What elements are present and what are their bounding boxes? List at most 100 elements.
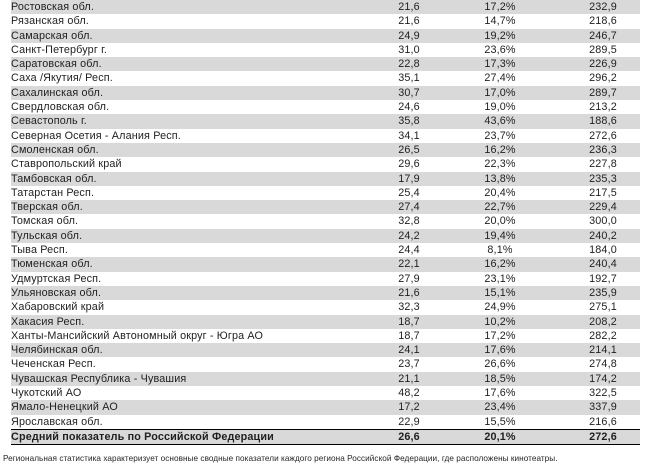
table-row: Санкт-Петербург г. 31,0 23,6% 289,5 [11,42,640,58]
value-cell: 289,7 [589,86,617,99]
value-cell: 192,7 [589,272,617,285]
value-cell: 48,2 [398,387,420,400]
table-row: Самарская обл. 24,9 19,2% 246,7 [11,28,640,43]
value-cell: 15,1% [484,286,516,299]
value-cell: 27,4 [398,201,420,214]
value-cell: 21,1 [398,372,420,385]
value-cell: 21,6 [398,15,420,28]
value-cell: 232,9 [589,1,617,13]
region-name-cell: Санкт-Петербург г. [11,43,107,56]
regions-table-body: Ростовская обл. 21,6 17,2% 232,9 Рязанская о… [11,0,640,430]
value-cell: 24,2 [398,229,420,242]
value-cell: 240,2 [589,229,617,242]
value-cell: 22,3% [484,158,516,171]
value-cell: 20,0% [484,215,516,228]
table-row: Смоленская обл. 26,5 16,2% 236,3 [11,142,640,158]
region-name-cell: Ростовская обл. [11,1,95,13]
value-cell: 218,6 [589,15,617,28]
value-cell: 17,0% [484,86,516,99]
table-row: Саха /Якутия/ Респ. 35,1 27,4% 296,2 [11,71,640,86]
value-cell: 17,9 [398,172,420,185]
value-cell: 25,4 [398,186,420,199]
value-cell: 275,1 [589,301,617,314]
region-name-cell: Удмуртская Респ. [11,272,102,285]
value-cell: 322,5 [589,387,617,400]
value-cell: 26,5 [398,143,420,156]
value-cell: 246,7 [589,29,617,42]
region-name-cell: Саратовская обл. [11,58,102,71]
regional-statistics-table-container: Ростовская обл. 21,6 17,2% 232,9 Рязанская о… [11,0,640,446]
value-cell: 23,7 [398,358,420,371]
region-name-cell: Чукотский АО [11,387,82,400]
value-cell: 10,2% [484,315,516,328]
region-name-cell: Северная Осетия - Алания Респ. [11,129,181,142]
table-row: Томская обл. 32,8 20,0% 300,0 [11,214,640,229]
table-row: Тверская обл. 27,4 22,7% 229,4 [11,200,640,215]
table-row: Сахалинская обл. 30,7 17,0% 289,7 [11,85,640,101]
value-cell: 26,6% [484,358,516,371]
value-cell: 21,6 [398,286,420,299]
region-name-cell: Тыва Респ. [11,244,68,257]
value-cell: 29,6 [398,158,420,171]
value-cell: 214,1 [589,344,617,357]
value-cell: 24,9% [484,301,516,314]
value-cell: 35,8 [398,115,420,128]
value-cell: 14,7% [484,15,516,28]
value-cell: 27,9 [398,272,420,285]
summary-percent-cell: 20,1% [434,428,566,446]
summary-row: Средний показатель по Российской Федерац… [11,428,640,446]
value-cell: 18,5% [484,372,516,385]
region-name-cell: Чеченская Респ. [11,358,96,371]
value-cell: 17,2% [484,1,516,13]
value-cell: 24,9 [398,29,420,42]
footnote-text: Региональная статистика характеризует ос… [3,454,558,463]
region-name-cell: Татарстан Респ. [11,186,95,199]
value-cell: 19,0% [484,101,516,114]
table-row: Свердловская обл. 24,6 19,0% 213,2 [11,100,640,115]
value-cell: 34,1 [398,129,420,142]
table-row: Северная Осетия - Алания Респ. 34,1 23,7% 2… [11,128,640,143]
region-name-cell: Свердловская обл. [11,101,110,114]
summary-row-group: Средний показатель по Российской Федерац… [11,428,640,446]
value-cell: 16,2% [484,143,516,156]
value-cell: 208,2 [589,315,617,328]
value-cell: 216,6 [589,415,617,428]
value-cell: 32,8 [398,215,420,228]
value-cell: 35,1 [398,72,420,85]
value-cell: 27,4% [484,72,516,85]
table-row: Тульская обл. 24,2 19,4% 240,2 [11,228,640,244]
table-row: Хакасия Респ. 18,7 10,2% 208,2 [11,314,640,329]
region-name-cell: Томская обл. [11,215,79,228]
table-row: Тыва Респ. 24,4 8,1% 184,0 [11,243,640,258]
value-cell: 13,8% [484,172,516,185]
value-cell: 19,4% [484,229,516,242]
table-row: Ставропольский край 29,6 22,3% 227,8 [11,157,640,172]
value-cell: 30,7 [398,86,420,99]
region-name-cell: Тульская обл. [11,229,83,242]
region-name-cell: Ставропольский край [11,158,122,171]
region-name-cell: Тверская обл. [11,201,83,214]
value-cell: 226,9 [589,58,617,71]
region-name-cell: Хакасия Респ. [11,315,85,328]
value-cell: 174,2 [589,372,617,385]
table-row: Ростовская обл. 21,6 17,2% 232,9 [11,0,640,15]
value-cell: 217,5 [589,186,617,199]
region-name-cell: Тамбовская обл. [11,172,97,185]
value-cell: 235,3 [589,172,617,185]
table-row: Ульяновская обл. 21,6 15,1% 235,9 [11,285,640,301]
summary-value-cell: 26,6 [384,428,434,446]
value-cell: 240,4 [589,258,617,271]
value-cell: 22,7% [484,201,516,214]
value-cell: 20,4% [484,186,516,199]
value-cell: 300,0 [589,215,617,228]
region-name-cell: Ямало-Ненецкий АО [11,401,118,414]
value-cell: 24,6 [398,101,420,114]
value-cell: 337,9 [589,401,617,414]
value-cell: 229,4 [589,201,617,214]
value-cell: 17,6% [484,344,516,357]
value-cell: 31,0 [398,43,420,56]
region-name-cell: Самарская обл. [11,29,93,42]
value-cell: 23,6% [484,43,516,56]
region-name-cell: Ярославская обл. [11,415,103,428]
table-row: Удмуртская Респ. 27,9 23,1% 192,7 [11,271,640,286]
